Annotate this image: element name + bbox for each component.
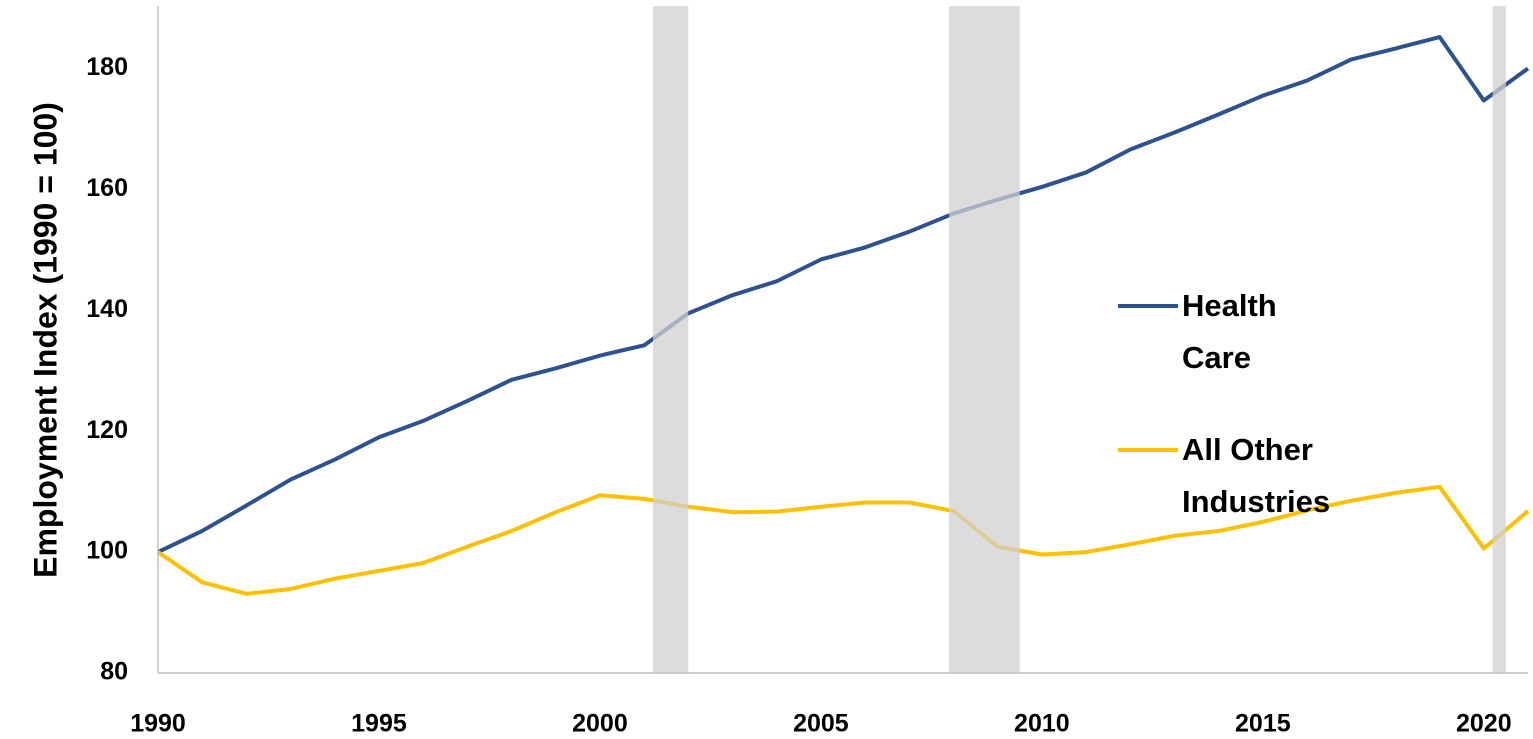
y-tick-label: 140 — [86, 295, 128, 323]
legend: Health Care All Other Industries — [1118, 280, 1331, 568]
recession-band — [1492, 6, 1506, 673]
x-tick-label: 2020 — [1456, 710, 1512, 738]
legend-item: All Other Industries — [1118, 424, 1331, 528]
series-line — [156, 484, 1530, 596]
recession-band — [652, 6, 689, 673]
legend-label: Health Care — [1182, 288, 1277, 375]
y-tick-label: 180 — [86, 53, 128, 81]
legend-swatch — [1118, 304, 1178, 308]
x-tick-label: 1990 — [130, 710, 186, 738]
x-tick-label: 2000 — [572, 710, 628, 738]
x-tick-label: 2010 — [1014, 710, 1070, 738]
recession-band — [949, 6, 1020, 673]
y-tick-label: 100 — [86, 537, 128, 565]
x-tick-label: 2005 — [793, 710, 849, 738]
y-tick-label: 120 — [86, 416, 128, 444]
x-tick-label: 2015 — [1235, 710, 1291, 738]
legend-label: All Other Industries — [1182, 432, 1331, 519]
y-axis-label: Employment Index (1990 = 100) — [27, 102, 63, 578]
legend-item: Health Care — [1118, 280, 1328, 384]
x-tick-label: 1995 — [351, 710, 407, 738]
y-tick-label: 80 — [100, 658, 128, 686]
legend-swatch — [1118, 448, 1178, 452]
series-line — [157, 35, 1530, 554]
y-tick-label: 160 — [86, 174, 128, 202]
